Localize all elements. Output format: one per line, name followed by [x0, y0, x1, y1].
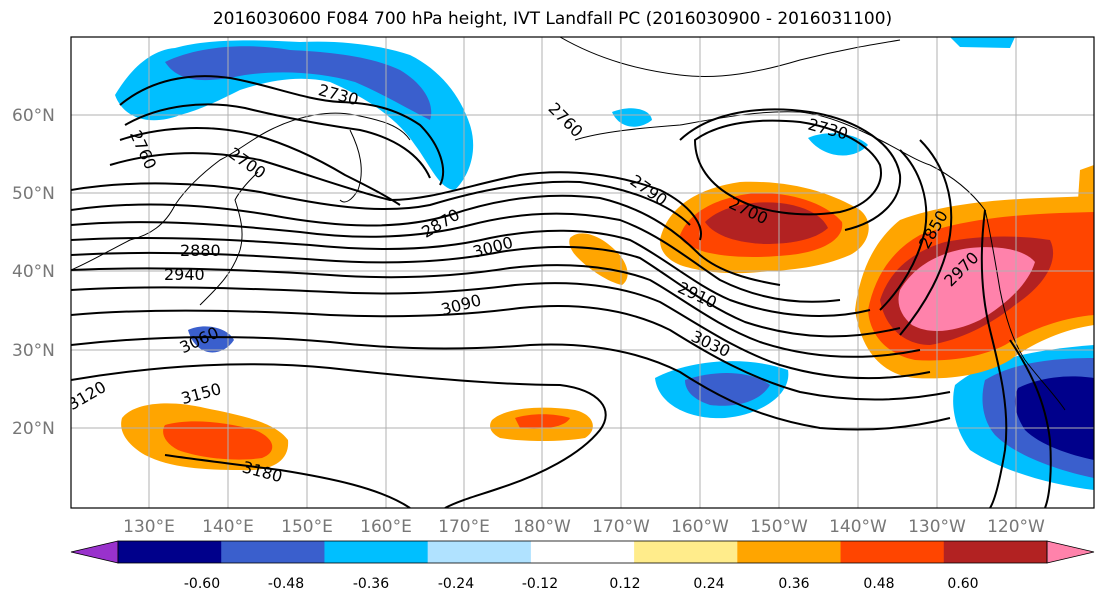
contour-line — [119, 127, 401, 206]
colorbar-frame — [117, 540, 1048, 564]
neg-shade-okhotsk-core — [165, 46, 432, 120]
contour-line — [71, 245, 901, 338]
height-contours — [71, 75, 1052, 508]
contour-line — [71, 363, 607, 508]
contour-line — [71, 282, 931, 380]
lon-label: 130°E — [123, 517, 175, 537]
lon-label: 170°W — [592, 517, 650, 537]
colorbar-segment — [324, 541, 429, 563]
contour-line — [71, 194, 781, 286]
colorbar-tick-label: 0.12 — [609, 576, 640, 592]
ivt-shading — [115, 37, 1094, 490]
pos-shade-yellow-rim — [1078, 165, 1094, 200]
latitude-axis: 60°N 50°N 40°N 30°N 20°N — [12, 106, 55, 439]
contour-line — [124, 103, 431, 179]
colorbar-extend-low — [70, 540, 119, 564]
colorbar-segment — [118, 541, 222, 563]
pos-shade-philippine-core — [163, 421, 273, 460]
lon-label: 140°E — [202, 517, 254, 537]
contour-line — [679, 108, 902, 231]
contour-line — [879, 149, 928, 311]
neg-shade-bering — [612, 108, 652, 127]
gridlines — [71, 37, 1094, 508]
lat-label: 30°N — [12, 341, 55, 361]
coastlines — [71, 37, 1066, 411]
lon-label: 120°W — [987, 517, 1045, 537]
contour-line — [164, 454, 411, 508]
plot-frame — [70, 36, 1095, 509]
contour-label: 2880 — [180, 241, 221, 260]
lat-label: 50°N — [12, 184, 55, 204]
colorbar-tick-labels: -0.60 -0.48 -0.36 -0.24 -0.12 0.12 0.24 … — [184, 576, 979, 592]
contour-line — [119, 75, 445, 186]
colorbar-segment — [221, 541, 325, 563]
coast-arctic — [559, 37, 901, 77]
contour-line — [71, 336, 951, 431]
lon-label: 150°E — [281, 517, 333, 537]
coast-nwamerica — [929, 164, 1066, 411]
contour-line — [71, 180, 691, 226]
colorbar — [70, 540, 1095, 564]
lon-label: 160°E — [360, 517, 412, 537]
colorbar-tick-label: -0.24 — [438, 576, 474, 592]
contour-line — [980, 209, 1008, 508]
pos-shade-westcoast-max — [898, 247, 1035, 332]
neg-shade-japan-south — [188, 326, 234, 353]
colorbar-tick-label: 0.36 — [778, 576, 809, 592]
neg-shade-arctic — [950, 37, 1015, 48]
lon-label: 160°W — [671, 517, 729, 537]
longitude-axis: 130°E 140°E 150°E 160°E 170°E 180°W 170°… — [123, 517, 1045, 537]
lon-label: 130°W — [908, 517, 966, 537]
colorbar-tick-label: 0.60 — [947, 576, 978, 592]
colorbar-tick-label: -0.60 — [184, 576, 220, 592]
colorbar-tick-label: 0.48 — [863, 576, 894, 592]
contour-line — [71, 212, 841, 303]
colorbar-segment — [737, 541, 842, 563]
colorbar-segment — [530, 541, 635, 563]
lat-label: 20°N — [12, 419, 55, 439]
lon-label: 140°W — [829, 517, 887, 537]
map-title: 2016030600 F084 700 hPa height, IVT Land… — [212, 9, 893, 29]
lat-label: 40°N — [12, 262, 55, 282]
colorbar-segment — [840, 541, 945, 563]
lon-label: 150°W — [750, 517, 808, 537]
contour-line — [899, 139, 953, 336]
contour-line — [71, 305, 951, 401]
lon-label: 170°E — [438, 517, 490, 537]
colorbar-segment — [634, 541, 738, 563]
colorbar-tick-label: -0.12 — [522, 576, 558, 592]
colorbar-tick-label: 0.24 — [693, 576, 724, 592]
lat-label: 60°N — [12, 106, 55, 126]
colorbar-tick-label: -0.48 — [268, 576, 304, 592]
colorbar-tick-label: -0.36 — [353, 576, 389, 592]
lon-label: 180°W — [513, 517, 571, 537]
pos-shade-gulf-alaska-core — [705, 202, 828, 244]
pos-shade-dateline — [569, 233, 628, 285]
neg-shade-mexico-core — [1014, 376, 1094, 460]
neg-shade-hawaii-core — [685, 373, 770, 406]
contour-line — [71, 264, 921, 358]
contour-line — [109, 152, 702, 241]
contour-line — [693, 119, 882, 216]
colorbar-extend-high — [1046, 540, 1095, 564]
colorbar-segment — [427, 541, 532, 563]
coast-alaska — [574, 111, 931, 166]
contour-line — [71, 229, 871, 317]
contour-line — [1009, 339, 1052, 508]
contour-label: 2940 — [164, 265, 205, 284]
colorbar-segment — [943, 541, 1048, 563]
